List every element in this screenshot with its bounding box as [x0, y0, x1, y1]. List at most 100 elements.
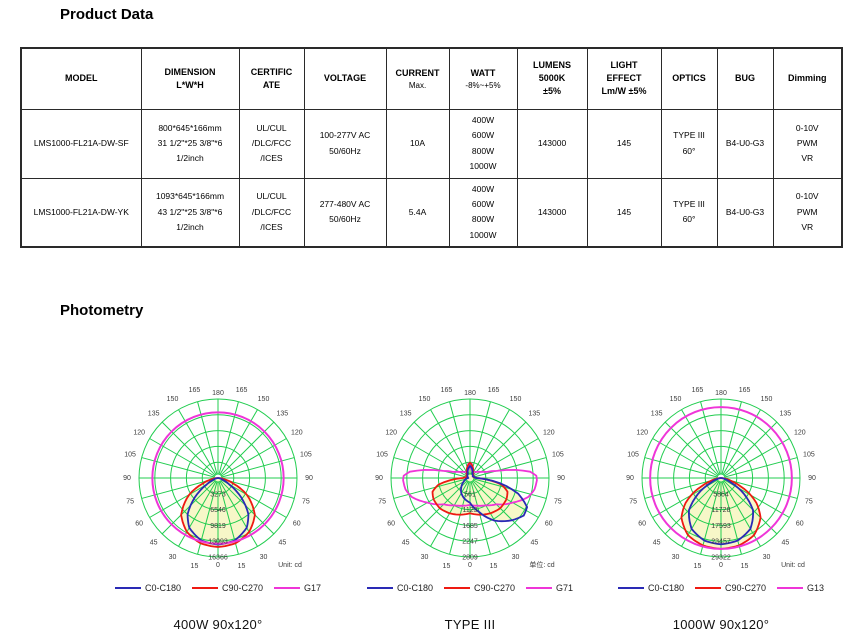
ring-label: 561: [464, 491, 476, 498]
cell-watt: 400W 600W 800W 1000W: [448, 108, 518, 179]
ring-label: 1685: [462, 523, 478, 530]
angle-label: 0: [216, 562, 220, 569]
legend-line-swatch: [443, 587, 470, 589]
photometry-chart-400w: 0 15 15 30 30 45 45 60 60 75 75 90 90 105 105 120 120 135…: [100, 370, 336, 632]
angle-label: 120: [543, 430, 555, 437]
angle-label: 120: [385, 430, 397, 437]
table-body: LMS1000-FL21A-DW-SF 800*645*166mm 31 1/2"…: [20, 108, 843, 248]
column-header-dimension: DIMENSION L*W*H: [140, 47, 240, 110]
series-C90-C270: [180, 477, 256, 548]
angle-label: 120: [291, 430, 303, 437]
unit-label: 单位: cd: [529, 560, 554, 569]
ring-label: 5864: [713, 491, 729, 498]
column-header-line: EFFECT: [606, 73, 642, 84]
angle-label: 150: [258, 396, 270, 403]
series-G13: [649, 406, 793, 550]
angle-label: 45: [653, 539, 661, 546]
angle-label: 135: [529, 411, 541, 418]
column-header-line: CURRENT: [395, 67, 440, 78]
cell-light_effect: 145: [586, 108, 662, 179]
column-header-sub: -8%~+5%: [465, 80, 501, 90]
angle-label: 165: [739, 387, 751, 394]
ring-label: 3273: [210, 491, 226, 498]
angle-label: 75: [629, 499, 637, 506]
angle-label: 150: [670, 396, 682, 403]
column-header-lumens: LUMENS 5000K ±5%: [516, 47, 588, 110]
angle-label: 150: [510, 396, 522, 403]
column-header-line: CERTIFIC: [250, 66, 293, 77]
legend-line-swatch: [114, 587, 141, 589]
ring-label: 29322: [711, 555, 731, 562]
angle-label: 90: [375, 475, 383, 482]
angle-label: 180: [715, 390, 727, 397]
chart-legend: C0-C180 C90-C270 G71: [352, 583, 588, 593]
column-header-sub: Max.: [408, 80, 427, 90]
angle-label: 90: [808, 475, 816, 482]
series-C0-C180: [688, 477, 754, 546]
angle-label: 135: [780, 411, 792, 418]
polar-diagram: 0 15 15 30 30 45 45 60 60 75 75 90 90 105 105 120 120 135…: [123, 387, 313, 570]
legend-line-swatch: [366, 587, 393, 589]
angle-label: 15: [238, 563, 246, 570]
angle-label: 45: [402, 539, 410, 546]
angle-label: 75: [805, 499, 813, 506]
ring-label: 9819: [210, 523, 226, 530]
chart-caption: 1000W 90x120°: [672, 617, 770, 632]
column-header-line: LIGHT: [610, 60, 638, 71]
column-header-line: MODEL: [65, 73, 98, 84]
ring-label: 23457: [711, 539, 731, 546]
chart-caption: TYPE III: [444, 617, 496, 632]
column-header-voltage: VOLTAGE: [303, 47, 387, 110]
legend-item: C90-C270: [443, 583, 516, 593]
angle-label: 45: [278, 539, 286, 546]
legend-label: G71: [556, 583, 574, 593]
legend-label: C90-C270: [473, 583, 516, 593]
cell-current: 5.4A: [385, 177, 450, 248]
photometry-chart-1000w: 0 15 15 30 30 45 45 60 60 75 75 90 90 105 105 120 120 135…: [603, 370, 839, 632]
column-header-line: L*W*H: [176, 79, 204, 90]
cell-certificate: UL/CUL /DLC/FCC /ICES: [238, 177, 305, 248]
cell-model: LMS1000-FL21A-DW-YK: [20, 177, 142, 248]
chart-legend: C0-C180 C90-C270 G17: [100, 583, 336, 593]
cell-dimming: 0-10V PWM VR: [772, 177, 843, 248]
angle-label: 15: [443, 563, 451, 570]
column-header-line: WATT: [470, 67, 496, 78]
angle-label: 105: [552, 451, 564, 458]
legend-label: C90-C270: [221, 583, 264, 593]
legend-label: G17: [304, 583, 322, 593]
chart-legend: C0-C180 C90-C270 G13: [603, 583, 839, 593]
column-header-certificate: CERTIFIC ATE: [238, 47, 305, 110]
polar-grid: [138, 398, 298, 558]
legend-label: C0-C180: [144, 583, 181, 593]
angle-label: 150: [419, 396, 431, 403]
cell-light_effect: 145: [586, 177, 662, 248]
legend-line-swatch: [526, 587, 553, 589]
legend-line-swatch: [617, 587, 644, 589]
column-header-line: Lm/W ±5%: [601, 86, 647, 97]
cell-optics: TYPE III 60°: [660, 108, 718, 179]
column-header-model: MODEL: [20, 47, 142, 110]
column-header-line: DIMENSION: [164, 66, 216, 77]
angle-label: 105: [124, 451, 136, 458]
angle-label: 105: [300, 451, 312, 458]
product-data-table: MODEL DIMENSION L*W*H CERTIFIC ATE VOLTAGE CUR…: [20, 47, 843, 248]
legend-item: C0-C180: [617, 583, 684, 593]
column-header-optics: OPTICS: [660, 47, 718, 110]
ring-label: 2809: [462, 555, 478, 562]
legend-item: C0-C180: [114, 583, 181, 593]
column-header-line: OPTICS: [672, 73, 706, 84]
legend-line-swatch: [694, 587, 721, 589]
angle-label: 45: [781, 539, 789, 546]
cell-voltage: 100-277V AC 50/60Hz: [303, 108, 387, 179]
ring-label: 13093: [208, 539, 228, 546]
cell-bug: B4-U0-G3: [716, 108, 774, 179]
column-header-line: VOLTAGE: [323, 73, 367, 84]
unit-label: Unit: cd: [781, 562, 805, 569]
column-header-bug: BUG: [716, 47, 774, 110]
angle-label: 60: [293, 521, 301, 528]
angle-label: 75: [302, 499, 310, 506]
photometry-chart-type-iii: 0 15 15 30 30 45 45 60 60 75 75 90 90 105 105 120 120 135…: [352, 370, 588, 632]
table-head: MODEL DIMENSION L*W*H CERTIFIC ATE VOLTAGE CUR…: [20, 47, 843, 110]
angle-label: 45: [530, 539, 538, 546]
angle-label: 120: [794, 430, 806, 437]
